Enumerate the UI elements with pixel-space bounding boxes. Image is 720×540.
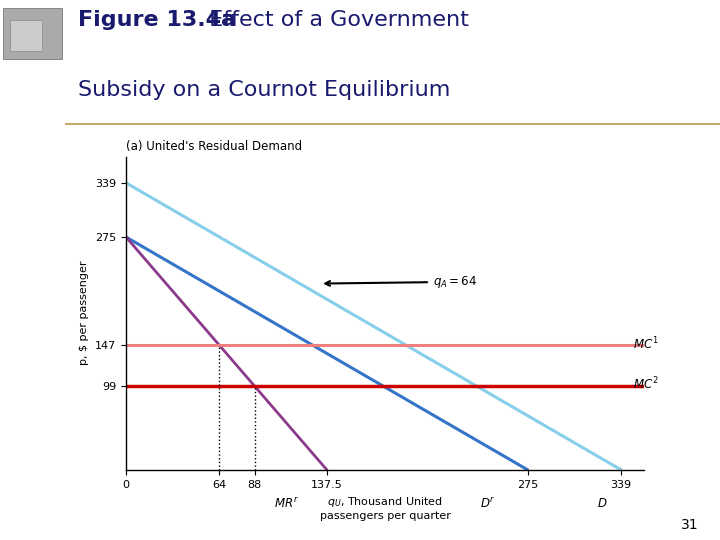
Text: $MC^2$: $MC^2$ [633, 376, 658, 393]
Text: Effect of a Government: Effect of a Government [194, 10, 469, 30]
X-axis label: $q_U$, Thousand United
passengers per quarter: $q_U$, Thousand United passengers per qu… [320, 495, 451, 521]
Text: $q_A = 64$: $q_A = 64$ [325, 274, 477, 290]
Text: 31: 31 [681, 518, 698, 532]
Bar [9, 19, 42, 51]
Text: $MC^1$: $MC^1$ [633, 335, 658, 352]
Text: $MR^r$: $MR^r$ [274, 497, 299, 511]
Text: (a) United's Residual Demand: (a) United's Residual Demand [126, 140, 302, 153]
Text: Subsidy on a Cournot Equilibrium: Subsidy on a Cournot Equilibrium [78, 80, 450, 100]
Bar [4, 8, 62, 59]
Y-axis label: p, $ per passenger: p, $ per passenger [79, 261, 89, 366]
Text: $D$: $D$ [597, 497, 607, 510]
Text: Figure 13.4a: Figure 13.4a [78, 10, 236, 30]
Text: $D^r$: $D^r$ [480, 497, 496, 511]
